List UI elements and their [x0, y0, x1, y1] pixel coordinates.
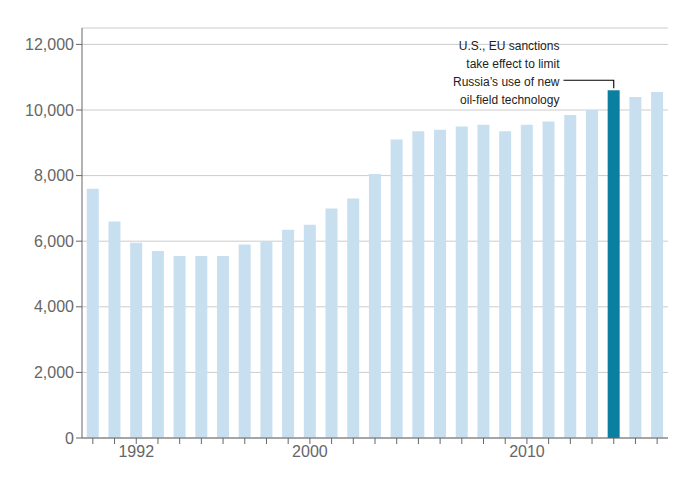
- svg-text:12,000: 12,000: [25, 36, 74, 53]
- svg-text:2,000: 2,000: [34, 364, 74, 381]
- svg-text:2010: 2010: [509, 443, 545, 460]
- svg-text:6,000: 6,000: [34, 233, 74, 250]
- svg-text:10,000: 10,000: [25, 102, 74, 119]
- svg-text:0: 0: [65, 430, 74, 447]
- svg-text:8,000: 8,000: [34, 167, 74, 184]
- svg-text:U.S., EU sanctionstake effect: U.S., EU sanctionstake effect to limitRu…: [453, 39, 560, 107]
- svg-text:1992: 1992: [118, 443, 154, 460]
- svg-text:4,000: 4,000: [34, 298, 74, 315]
- svg-text:2000: 2000: [292, 443, 328, 460]
